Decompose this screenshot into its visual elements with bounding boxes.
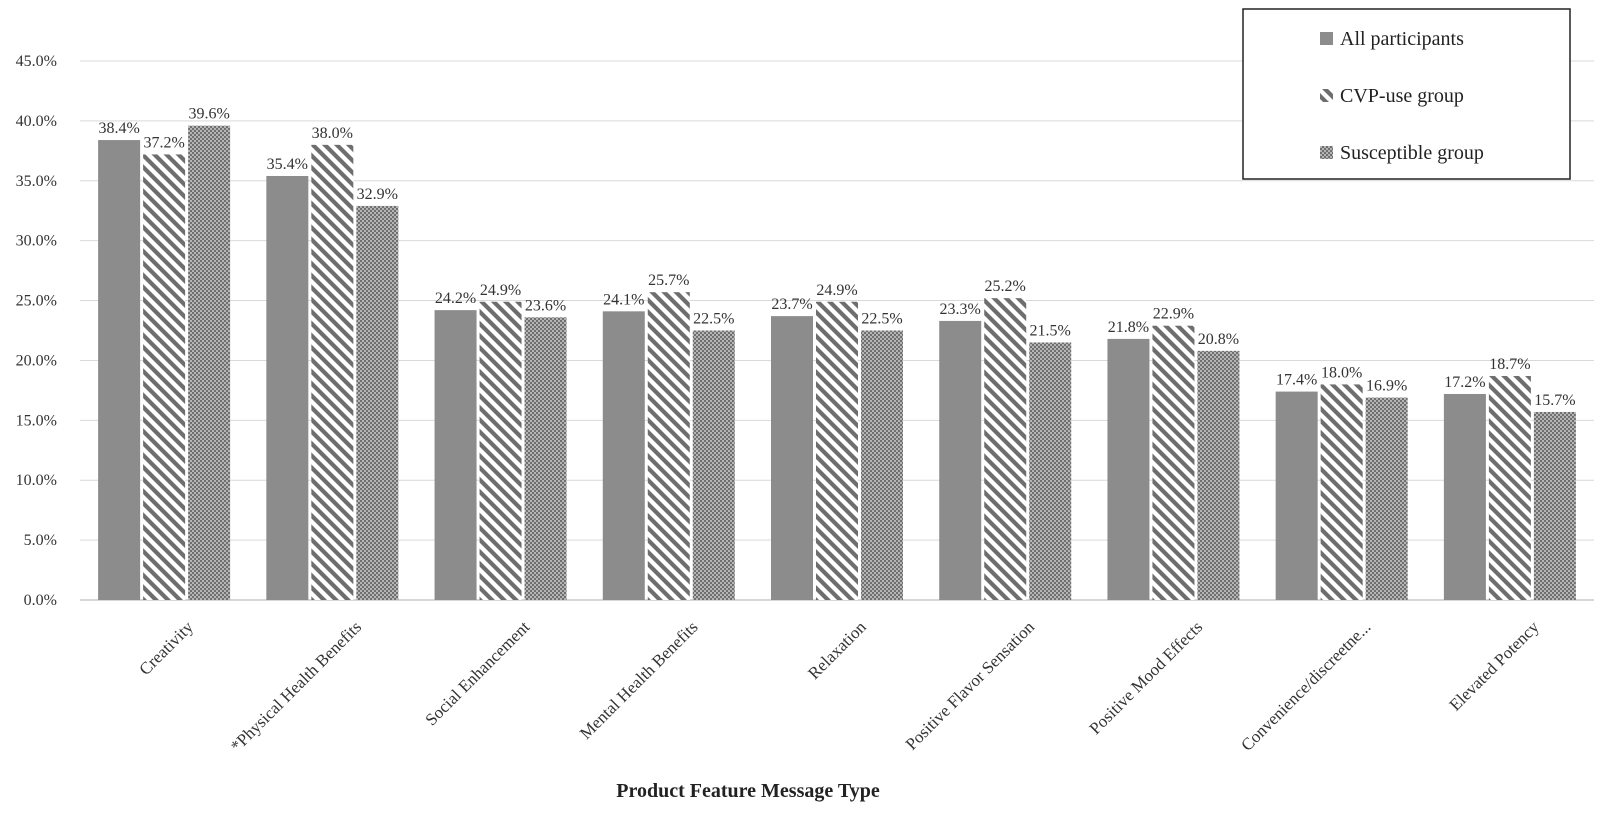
data-label: 15.7% xyxy=(1534,392,1575,409)
bar-diagonal xyxy=(984,298,1027,600)
bar-diagonal xyxy=(479,301,522,600)
data-label: 22.5% xyxy=(861,311,902,328)
legend-swatch-solid xyxy=(1320,32,1333,45)
legend-label: All participants xyxy=(1340,28,1464,50)
x-tick-label: Convenience/discreetne... xyxy=(1237,617,1374,754)
data-label: 16.9% xyxy=(1366,378,1407,395)
data-label: 23.3% xyxy=(940,301,981,318)
bar-checker xyxy=(1029,342,1072,600)
x-tick-label: Elevated Potency xyxy=(1445,617,1543,715)
bar-solid xyxy=(771,316,813,600)
y-tick-label: 15.0% xyxy=(16,412,57,429)
y-tick-label: 25.0% xyxy=(16,293,57,310)
bar-checker xyxy=(861,330,903,600)
bar-checker xyxy=(1365,397,1408,600)
bar-diagonal xyxy=(1152,325,1195,600)
data-label: 17.4% xyxy=(1276,372,1317,389)
bar-solid xyxy=(1275,391,1318,600)
x-tick-label: Positive Flavor Sensation xyxy=(902,617,1039,754)
legend-label: CVP-use group xyxy=(1340,85,1464,107)
data-label: 24.1% xyxy=(603,291,644,308)
data-label: 21.8% xyxy=(1108,319,1149,336)
legend-swatch-diagonal xyxy=(1320,89,1333,102)
data-label: 23.7% xyxy=(771,296,812,313)
bar-checker xyxy=(356,205,399,601)
data-label: 25.7% xyxy=(648,272,689,289)
data-label: 38.0% xyxy=(312,125,353,142)
bar-diagonal xyxy=(647,292,690,600)
bar-diagonal xyxy=(143,154,186,600)
bar-checker xyxy=(524,317,567,600)
bar-solid xyxy=(1443,393,1486,600)
x-tick-label: *Physical Health Benefits xyxy=(227,617,365,755)
y-axis-ticks: 0.0% 5.0% 10.0% 15.0% 20.0% 25.0% 30.0% 35.0% 40… xyxy=(16,53,57,609)
bar-solid xyxy=(602,311,645,600)
bar-checker xyxy=(188,125,231,601)
y-tick-label: 20.0% xyxy=(16,352,57,369)
data-label: 39.6% xyxy=(188,106,229,123)
bar-checker xyxy=(1533,411,1576,600)
x-tick-label: Creativity xyxy=(135,617,197,679)
legend-box xyxy=(1242,8,1571,180)
data-label: 24.9% xyxy=(480,282,521,299)
bar-solid xyxy=(434,310,477,600)
x-axis-category-labels: Creativity *Physical Health Benefits Socia… xyxy=(135,617,1543,756)
x-tick-label: Social Enhancement xyxy=(421,617,533,729)
data-label: 18.0% xyxy=(1321,364,1362,381)
bar-diagonal xyxy=(1488,376,1531,600)
data-labels: 38.4%37.2%39.6%35.4%38.0%32.9%24.2% 24.9%… xyxy=(98,106,1575,409)
bar-solid xyxy=(939,320,982,600)
data-label: 24.2% xyxy=(435,290,476,307)
data-label: 18.7% xyxy=(1489,356,1530,373)
legend-swatch-checker xyxy=(1320,146,1333,159)
bar-checker xyxy=(1197,350,1240,600)
x-tick-label: Positive Mood Effects xyxy=(1086,617,1207,738)
data-label: 38.4% xyxy=(98,120,139,137)
y-tick-label: 45.0% xyxy=(16,53,57,70)
y-tick-label: 10.0% xyxy=(16,472,57,489)
y-tick-label: 35.0% xyxy=(16,173,57,190)
bar-solid xyxy=(98,140,141,600)
legend: All participants CVP-use group Susceptible… xyxy=(1242,8,1571,180)
data-label: 22.9% xyxy=(1153,306,1194,323)
data-label: 25.2% xyxy=(985,278,1026,295)
y-tick-label: 30.0% xyxy=(16,233,57,250)
bar-checker xyxy=(692,330,735,600)
y-tick-label: 40.0% xyxy=(16,113,57,130)
legend-label: Susceptible group xyxy=(1340,142,1484,164)
data-label: 35.4% xyxy=(267,156,308,173)
bar-diagonal xyxy=(311,144,354,600)
data-label: 21.5% xyxy=(1030,322,1071,339)
x-tick-label: Relaxation xyxy=(804,617,870,683)
data-label: 17.2% xyxy=(1444,374,1485,391)
bar-diagonal xyxy=(816,301,858,600)
bar-solid xyxy=(266,175,309,600)
data-label: 32.9% xyxy=(357,186,398,203)
data-label: 24.9% xyxy=(816,282,857,299)
bar-solid xyxy=(1107,338,1150,600)
bar-diagonal xyxy=(1320,384,1363,600)
y-tick-label: 5.0% xyxy=(24,532,57,549)
x-tick-label: Mental Health Benefits xyxy=(576,617,702,743)
data-label: 23.6% xyxy=(525,297,566,314)
data-label: 37.2% xyxy=(143,134,184,151)
bars xyxy=(98,125,1576,601)
x-axis-title: Product Feature Message Type xyxy=(616,780,880,802)
data-label: 20.8% xyxy=(1198,331,1239,348)
y-tick-label: 0.0% xyxy=(24,592,57,609)
data-label: 22.5% xyxy=(693,311,734,328)
